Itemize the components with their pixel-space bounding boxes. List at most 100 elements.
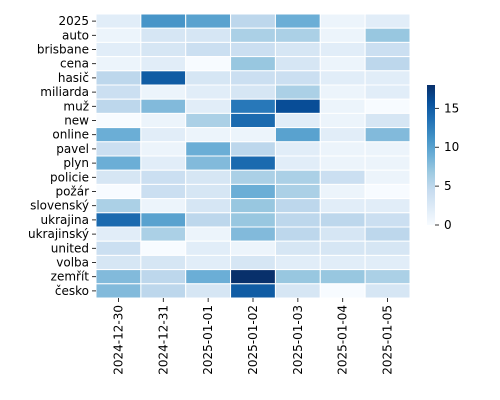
heatmap-cell — [140, 183, 187, 200]
heatmap-cell — [319, 70, 366, 86]
heatmap-cell — [185, 212, 232, 228]
heatmap-cell — [230, 283, 276, 299]
heatmap-cell — [274, 240, 321, 256]
heatmap-cell — [230, 141, 276, 157]
heatmap-cell — [274, 198, 321, 214]
heatmap-cell — [319, 155, 366, 171]
heatmap-cell — [364, 254, 411, 271]
heatmap-cell — [95, 84, 142, 100]
heatmap-cell — [274, 56, 321, 72]
x-tick-label: 2024-12-30 — [111, 305, 125, 375]
heatmap-cell — [364, 212, 411, 228]
heatmap-cell — [364, 56, 411, 72]
heatmap-cell — [274, 269, 321, 285]
y-axis-labels: 2025autobrisbanecenahasičmiliardamužnewo… — [28, 14, 96, 298]
heatmap-cell — [364, 155, 411, 171]
heatmap-cell — [230, 84, 276, 100]
y-tick-label: new — [64, 114, 89, 128]
heatmap-cell — [364, 226, 411, 242]
heatmap-cell — [230, 226, 276, 242]
heatmap-cell — [364, 141, 411, 157]
heatmap-cell — [364, 98, 411, 114]
heatmap-cell — [230, 56, 276, 72]
heatmap-cell — [230, 269, 276, 285]
y-tick-label: brisbane — [37, 43, 89, 57]
heatmap-cell — [274, 141, 321, 157]
heatmap-cell — [140, 155, 187, 171]
heatmap-cell — [185, 155, 232, 171]
heatmap-cell — [140, 212, 187, 228]
y-tick-label: miliarda — [40, 85, 89, 99]
heatmap-cell — [274, 254, 321, 271]
heatmap-cell — [185, 183, 232, 200]
x-tick-label: 2025-01-04 — [336, 305, 350, 375]
heatmap-cell — [95, 98, 142, 114]
colorbar-tick-label: 0 — [444, 218, 452, 232]
y-tick-label: česko — [55, 284, 89, 298]
y-tick-label: slovenský — [30, 199, 89, 213]
heatmap-cell — [319, 169, 366, 185]
heatmap-cell — [364, 240, 411, 256]
heatmap-cell — [274, 155, 321, 171]
y-tick-label: hasič — [58, 71, 89, 85]
heatmap-cell — [185, 56, 232, 72]
heatmap-cell — [319, 269, 366, 285]
heatmap-cell — [364, 127, 411, 143]
x-tick-label: 2025-01-03 — [291, 305, 305, 375]
heatmap-cell — [95, 127, 142, 143]
heatmap-cell — [95, 141, 142, 157]
heatmap-cell — [230, 98, 276, 114]
heatmap-cell — [185, 13, 232, 29]
heatmap-cell — [185, 141, 232, 157]
heatmap-cell — [319, 56, 366, 72]
heatmap-cell — [185, 169, 232, 185]
heatmap-cell — [185, 84, 232, 100]
heatmap-cell — [95, 13, 142, 29]
heatmap-cell — [95, 41, 142, 58]
heatmap-cell — [140, 254, 187, 271]
heatmap-cell — [274, 41, 321, 58]
heatmap-cell — [230, 13, 276, 29]
heatmap-cell — [140, 13, 187, 29]
y-tick-label: zemřít — [51, 270, 90, 284]
heatmap-cell — [140, 41, 187, 58]
x-axis-labels: 2024-12-30 2024-12-31 2025-01-01 2025-01-02… — [111, 298, 395, 375]
heatmap-cell — [95, 27, 142, 43]
y-tick-label: ukrajinský — [28, 227, 89, 241]
heatmap-cell — [364, 269, 411, 285]
x-tick-label: 2025-01-02 — [246, 305, 260, 375]
heatmap-cell — [319, 283, 366, 299]
heatmap-cell — [274, 212, 321, 228]
colorbar: 0 5 10 15 — [427, 85, 459, 232]
heatmap-cell — [230, 169, 276, 185]
heatmap-cell — [319, 254, 366, 271]
colorbar-gradient — [427, 85, 435, 225]
heatmap-cell — [185, 27, 232, 43]
heatmap-cell — [95, 112, 142, 129]
heatmap-cell — [274, 98, 321, 114]
heatmap-cell — [95, 254, 142, 271]
heatmap-cell — [274, 226, 321, 242]
heatmap-cell — [274, 127, 321, 143]
heatmap-cell — [230, 212, 276, 228]
heatmap-cell — [364, 13, 411, 29]
heatmap-cell — [95, 169, 142, 185]
heatmap-cell — [230, 183, 276, 200]
heatmap-cell — [185, 269, 232, 285]
heatmap-cell — [140, 226, 187, 242]
heatmap-cell — [230, 155, 276, 171]
heatmap-cell — [364, 84, 411, 100]
heatmap-cell — [140, 283, 187, 299]
heatmap-cell — [95, 212, 142, 228]
heatmap-cell — [185, 226, 232, 242]
heatmap-cell — [274, 183, 321, 200]
heatmap-cell — [230, 27, 276, 43]
heatmap-cell — [140, 84, 187, 100]
heatmap-cell — [274, 70, 321, 86]
heatmap-cell — [364, 27, 411, 43]
heatmap-cell — [140, 27, 187, 43]
y-tick-label: volba — [56, 256, 89, 270]
heatmap-cell — [319, 198, 366, 214]
heatmap-cell — [364, 198, 411, 214]
heatmap-cell — [230, 127, 276, 143]
